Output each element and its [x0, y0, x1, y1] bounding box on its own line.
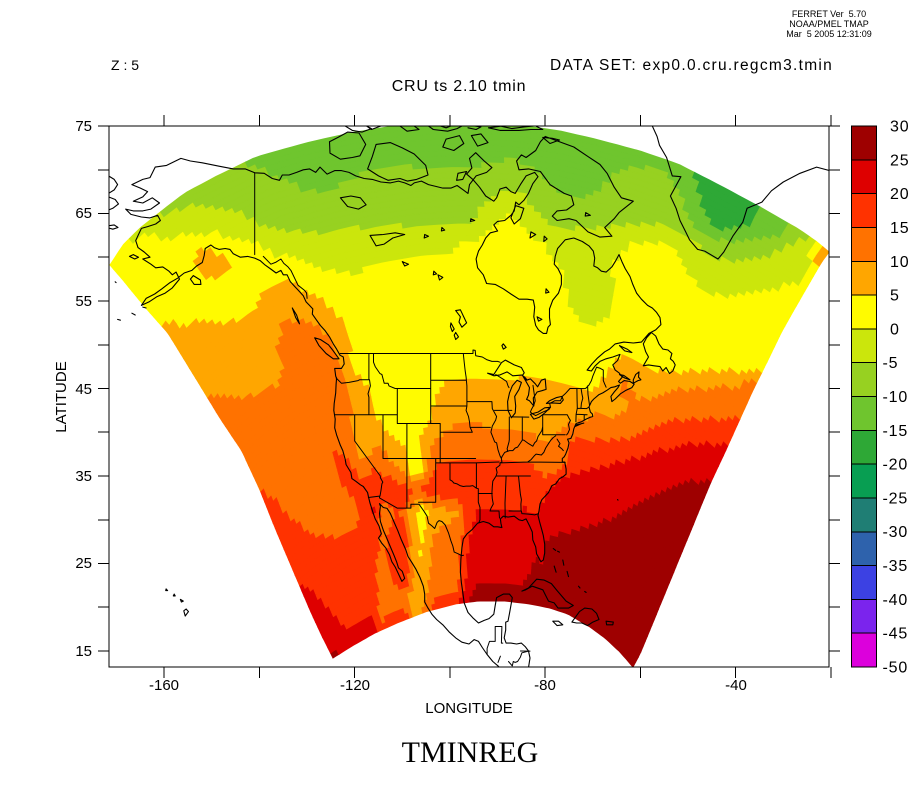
svg-text:35: 35 — [75, 468, 92, 485]
svg-text:-20: -20 — [883, 457, 909, 474]
svg-text:25: 25 — [75, 555, 92, 572]
svg-text:-35: -35 — [883, 558, 909, 575]
svg-text:Mar 5 2005 12:31:09: Mar 5 2005 12:31:09 — [786, 29, 872, 39]
svg-text:0: 0 — [890, 321, 900, 338]
svg-text:45: 45 — [75, 381, 92, 398]
svg-text:-40: -40 — [725, 677, 747, 694]
svg-text:15: 15 — [890, 220, 909, 237]
svg-text:DATA SET: exp0.0.cru.regcm3.tm: DATA SET: exp0.0.cru.regcm3.tmin — [550, 57, 833, 74]
svg-text:TMINREG: TMINREG — [402, 736, 539, 769]
svg-text:Z : 5: Z : 5 — [111, 57, 139, 73]
svg-text:LONGITUDE: LONGITUDE — [425, 700, 513, 717]
svg-text:25: 25 — [890, 152, 909, 169]
svg-text:-40: -40 — [883, 592, 909, 609]
svg-text:-5: -5 — [883, 355, 899, 372]
svg-text:-80: -80 — [534, 677, 556, 694]
svg-text:20: 20 — [890, 186, 909, 203]
svg-text:10: 10 — [890, 254, 909, 271]
svg-text:FERRET Ver 5.70: FERRET Ver 5.70 — [792, 9, 866, 19]
svg-text:LATITUDE: LATITUDE — [53, 361, 70, 432]
svg-text:30: 30 — [890, 119, 909, 136]
svg-text:65: 65 — [75, 205, 92, 222]
svg-text:-160: -160 — [149, 677, 179, 694]
svg-text:5: 5 — [890, 288, 900, 305]
svg-text:-15: -15 — [883, 423, 909, 440]
svg-text:-30: -30 — [883, 524, 909, 541]
svg-text:75: 75 — [75, 118, 92, 135]
svg-text:-10: -10 — [883, 389, 909, 406]
svg-text:-45: -45 — [883, 626, 909, 643]
svg-text:CRU ts 2.10 tmin: CRU ts 2.10 tmin — [392, 78, 527, 95]
svg-text:55: 55 — [75, 293, 92, 310]
svg-text:-25: -25 — [883, 490, 909, 507]
svg-text:-50: -50 — [883, 660, 909, 677]
svg-text:15: 15 — [75, 643, 92, 660]
svg-text:-120: -120 — [340, 677, 370, 694]
svg-text:NOAA/PMEL TMAP: NOAA/PMEL TMAP — [789, 19, 869, 29]
